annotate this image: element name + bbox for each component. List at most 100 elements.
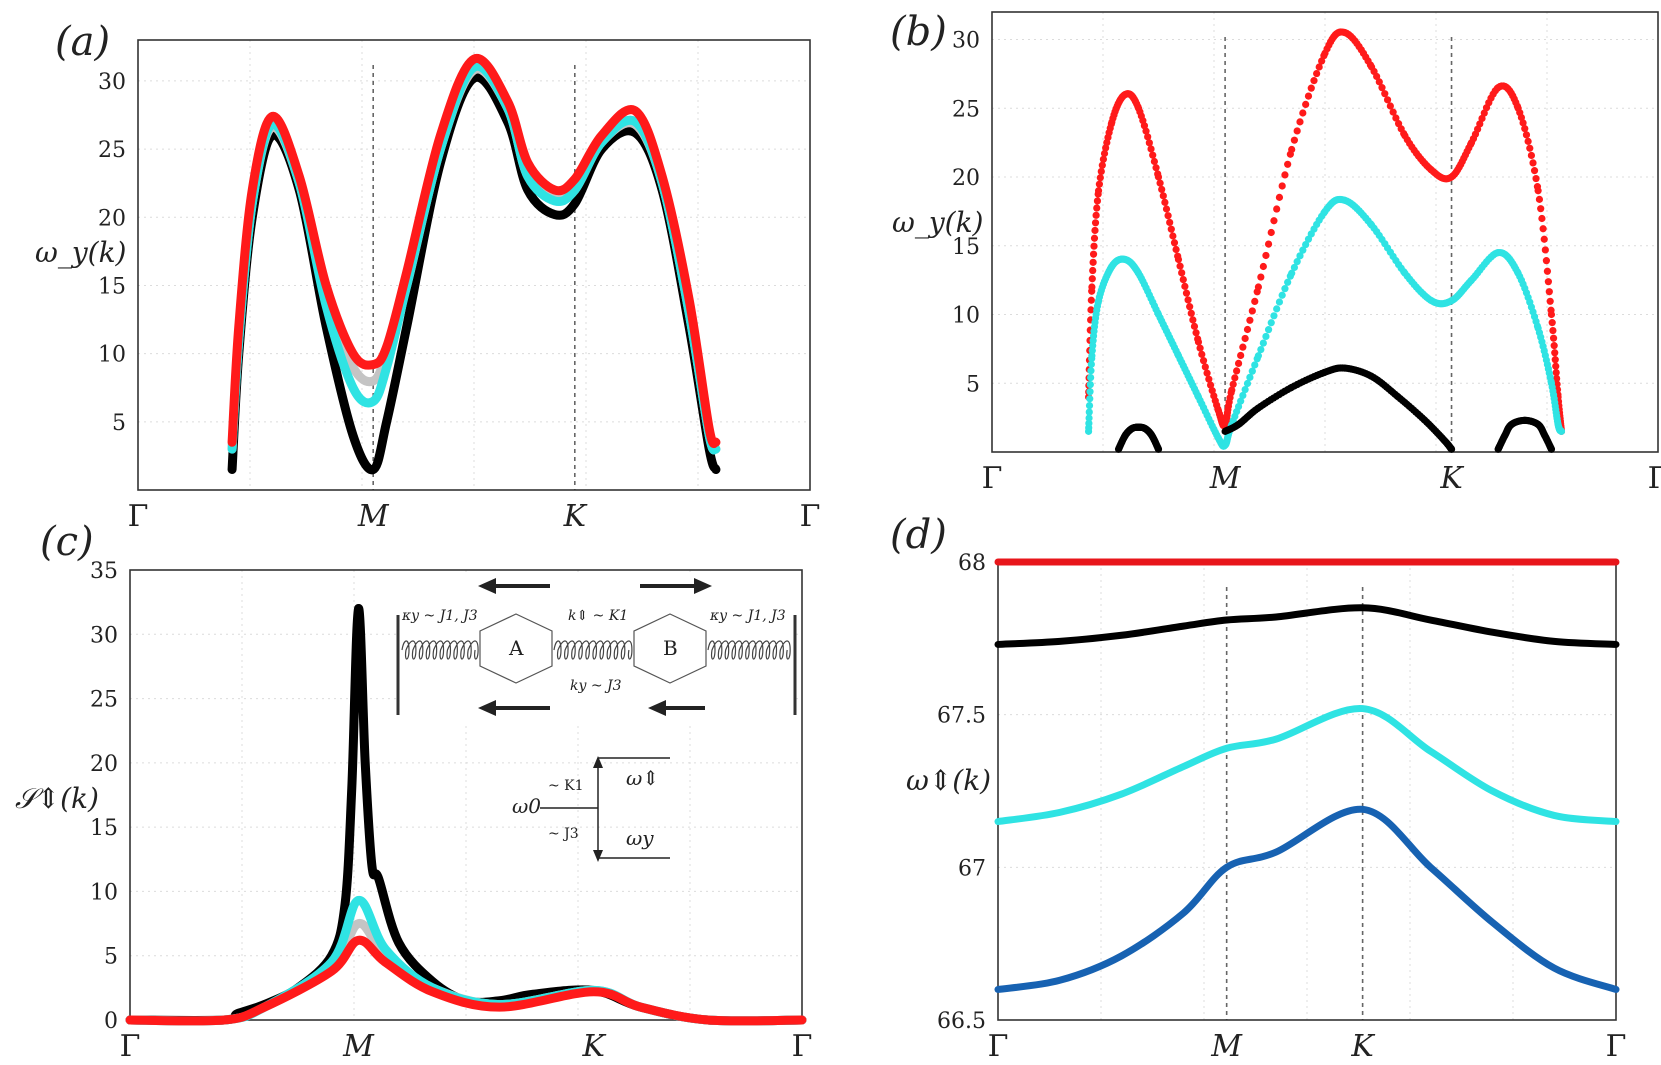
data-point (1179, 276, 1187, 284)
data-point (1089, 266, 1097, 275)
data-point (1259, 262, 1267, 271)
y-tick-label: 35 (90, 559, 118, 584)
data-point (1144, 133, 1152, 141)
series-black-right (1494, 416, 1556, 453)
data-point (1262, 251, 1270, 260)
data-point (1373, 72, 1381, 81)
data-point (1086, 395, 1094, 403)
series-blue (994, 805, 1620, 993)
data-point (1537, 205, 1545, 213)
data-point (1248, 367, 1256, 375)
data-point (1392, 114, 1400, 122)
panel-c-label: (c) (40, 519, 94, 565)
data-point (1239, 391, 1247, 400)
data-point (1237, 397, 1245, 405)
data-point (1290, 263, 1299, 272)
panel-b: (b) 5 10 15 20 25 30 Γ M K Γ ω_y(k) (890, 9, 1661, 496)
data-point (1275, 298, 1284, 306)
data-point (1085, 414, 1093, 422)
data-point (1288, 145, 1296, 154)
data-point (1147, 145, 1155, 153)
x-tick-label: Γ (1648, 461, 1661, 496)
data-point (1087, 367, 1095, 375)
data-point (1310, 77, 1318, 85)
y-tick-label: 30 (98, 70, 126, 95)
data-point (1299, 246, 1307, 254)
x-tick-label: M (357, 499, 390, 534)
panel-b-ylabel: ω_y(k) (892, 206, 983, 239)
site-a-hexagon (479, 613, 553, 684)
y-tick-label: 10 (952, 304, 980, 329)
data-point (1102, 144, 1110, 152)
data-point (1184, 296, 1192, 304)
data-point (1241, 385, 1249, 394)
data-point (1264, 326, 1273, 334)
data-point (1150, 157, 1158, 166)
data-point (1557, 427, 1566, 435)
data-point (1149, 151, 1157, 159)
data-point (1093, 204, 1101, 212)
arrow-bottom-right (648, 700, 705, 716)
series-cyan (1084, 195, 1566, 450)
data-point (1085, 401, 1094, 410)
panel-a-label: (a) (55, 19, 110, 65)
y-tick-label: 67 (958, 856, 986, 881)
x-tick-label: Γ (982, 461, 1003, 496)
data-point (1087, 360, 1095, 368)
data-point (1186, 303, 1194, 311)
data-point (1085, 419, 1093, 427)
data-point (1091, 219, 1100, 227)
data-point (1522, 131, 1531, 139)
arrow-top-left (478, 578, 550, 594)
data-point (1205, 375, 1213, 383)
data-point (1284, 278, 1292, 286)
data-point (1231, 374, 1239, 382)
y-tick-label: 20 (98, 206, 126, 231)
data-point (1099, 155, 1108, 163)
series-black-left (1114, 423, 1163, 453)
data-point (1296, 118, 1304, 126)
data-point (1161, 198, 1169, 206)
y-tick-label: 66.5 (937, 1009, 986, 1034)
series-black (994, 604, 1620, 648)
data-point (1167, 225, 1175, 233)
x-tick-label: M (1210, 1029, 1243, 1064)
y-tick-label: 30 (952, 29, 980, 54)
panel-c: (c) 0 5 10 15 20 25 30 35 Γ M K Γ 𝒮⇕(k) A B κy ~ J1… (15, 519, 812, 1064)
data-point (1278, 182, 1286, 190)
data-point (1087, 306, 1095, 314)
data-point (1156, 179, 1164, 187)
x-tick-label: M (342, 1029, 375, 1064)
data-point (1187, 309, 1195, 317)
series-cyan (994, 705, 1620, 826)
omega-up-label: ω⇕ (626, 766, 659, 790)
data-point (1552, 368, 1560, 377)
data-point (1552, 362, 1560, 370)
data-point (1447, 445, 1456, 453)
panel-c-frame (129, 569, 803, 1021)
data-point (1270, 312, 1278, 320)
data-point (1243, 379, 1252, 388)
data-point (1313, 69, 1321, 78)
data-point (1542, 257, 1550, 265)
data-point (1545, 288, 1553, 296)
data-point (1293, 258, 1301, 266)
data-point (1273, 205, 1281, 213)
y-tick-label: 15 (90, 816, 118, 841)
omega-y-label: ωy (626, 826, 654, 850)
data-point (1228, 386, 1236, 394)
data-point (1088, 283, 1096, 291)
data-point (1192, 329, 1200, 337)
data-point (1524, 137, 1532, 145)
data-point (1190, 322, 1199, 330)
series-red (227, 54, 721, 449)
data-point (1267, 228, 1275, 237)
panel-b-frame (991, 11, 1659, 453)
data-point (1154, 445, 1163, 453)
data-point (1234, 402, 1243, 411)
data-point (1164, 212, 1172, 220)
data-point (1383, 96, 1392, 104)
data-point (1257, 273, 1265, 281)
x-tick-label: K (1350, 1029, 1375, 1064)
